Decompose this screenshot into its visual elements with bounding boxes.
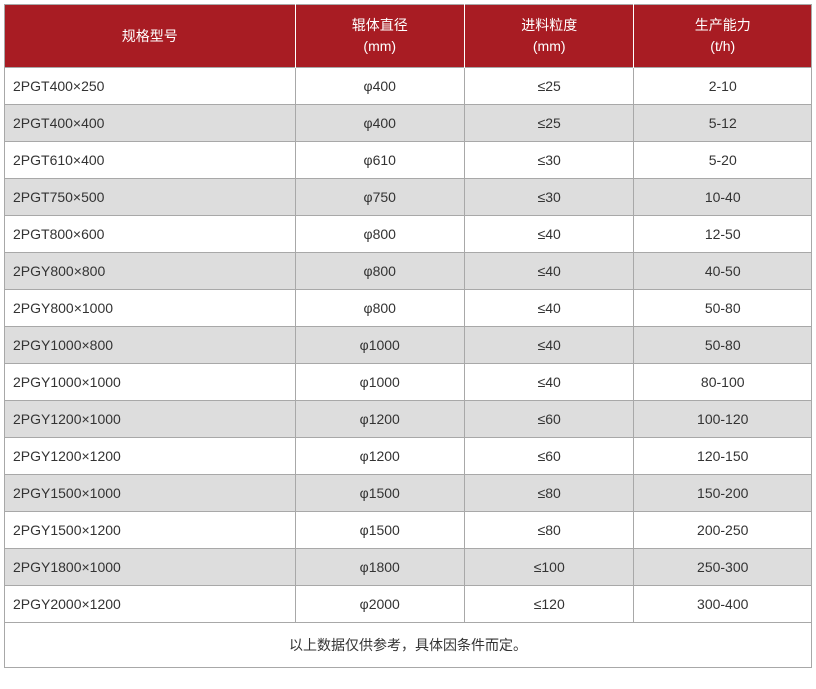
table-cell: 2PGT400×250	[5, 68, 296, 105]
table-row: 2PGY1000×1000φ1000≤4080-100	[5, 364, 812, 401]
table-body: 2PGT400×250φ400≤252-102PGT400×400φ400≤25…	[5, 68, 812, 623]
table-cell: ≤40	[464, 327, 633, 364]
table-cell: 2PGT800×600	[5, 216, 296, 253]
table-row: 2PGY800×800φ800≤4040-50	[5, 253, 812, 290]
header-diameter-label1: 辊体直径	[352, 17, 408, 33]
table-cell: φ1000	[295, 364, 464, 401]
table-row: 2PGY1200×1000φ1200≤60100-120	[5, 401, 812, 438]
table-cell: ≤30	[464, 179, 633, 216]
table-cell: φ610	[295, 142, 464, 179]
header-capacity-label2: (t/h)	[710, 38, 735, 54]
table-row: 2PGT610×400φ610≤305-20	[5, 142, 812, 179]
table-cell: 2PGY1500×1000	[5, 475, 296, 512]
table-cell: ≤30	[464, 142, 633, 179]
table-cell: φ800	[295, 253, 464, 290]
footer-note: 以上数据仅供参考，具体因条件而定。	[5, 623, 812, 668]
header-capacity: 生产能力 (t/h)	[634, 5, 812, 68]
table-cell: 10-40	[634, 179, 812, 216]
table-row: 2PGY1500×1000φ1500≤80150-200	[5, 475, 812, 512]
table-cell: 100-120	[634, 401, 812, 438]
table-cell: ≤80	[464, 475, 633, 512]
table-row: 2PGT750×500φ750≤3010-40	[5, 179, 812, 216]
table-cell: φ1500	[295, 512, 464, 549]
table-row: 2PGY1800×1000φ1800≤100250-300	[5, 549, 812, 586]
spec-table: 规格型号 辊体直径 (mm) 进料粒度 (mm) 生产能力 (t/h) 2PGT…	[4, 4, 812, 668]
table-cell: φ800	[295, 290, 464, 327]
table-cell: 2PGT400×400	[5, 105, 296, 142]
table-cell: 2-10	[634, 68, 812, 105]
table-cell: 5-20	[634, 142, 812, 179]
table-cell: φ750	[295, 179, 464, 216]
table-cell: 50-80	[634, 327, 812, 364]
header-model-label: 规格型号	[122, 28, 178, 44]
table-cell: φ2000	[295, 586, 464, 623]
table-cell: φ1200	[295, 438, 464, 475]
table-cell: 300-400	[634, 586, 812, 623]
spec-table-container: 规格型号 辊体直径 (mm) 进料粒度 (mm) 生产能力 (t/h) 2PGT…	[4, 4, 812, 668]
table-cell: φ400	[295, 68, 464, 105]
table-cell: φ800	[295, 216, 464, 253]
table-cell: ≤60	[464, 401, 633, 438]
table-cell: 50-80	[634, 290, 812, 327]
table-cell: ≤120	[464, 586, 633, 623]
table-cell: ≤40	[464, 364, 633, 401]
table-cell: φ1500	[295, 475, 464, 512]
header-diameter: 辊体直径 (mm)	[295, 5, 464, 68]
table-cell: φ1200	[295, 401, 464, 438]
table-row: 2PGY1200×1200φ1200≤60120-150	[5, 438, 812, 475]
table-cell: ≤100	[464, 549, 633, 586]
table-cell: 12-50	[634, 216, 812, 253]
table-cell: ≤40	[464, 290, 633, 327]
table-footer: 以上数据仅供参考，具体因条件而定。	[5, 623, 812, 668]
table-row: 2PGT400×250φ400≤252-10	[5, 68, 812, 105]
table-cell: 2PGT610×400	[5, 142, 296, 179]
table-cell: ≤60	[464, 438, 633, 475]
table-cell: 2PGY2000×1200	[5, 586, 296, 623]
table-cell: 2PGT750×500	[5, 179, 296, 216]
table-cell: 200-250	[634, 512, 812, 549]
table-header: 规格型号 辊体直径 (mm) 进料粒度 (mm) 生产能力 (t/h)	[5, 5, 812, 68]
table-cell: 2PGY1800×1000	[5, 549, 296, 586]
header-model: 规格型号	[5, 5, 296, 68]
table-cell: 2PGY1000×800	[5, 327, 296, 364]
table-row: 2PGY800×1000φ800≤4050-80	[5, 290, 812, 327]
table-cell: ≤80	[464, 512, 633, 549]
header-capacity-label1: 生产能力	[695, 17, 751, 33]
table-cell: 80-100	[634, 364, 812, 401]
table-cell: φ1000	[295, 327, 464, 364]
table-cell: 2PGY1000×1000	[5, 364, 296, 401]
table-row: 2PGY2000×1200φ2000≤120300-400	[5, 586, 812, 623]
table-cell: φ1800	[295, 549, 464, 586]
table-row: 2PGY1500×1200φ1500≤80200-250	[5, 512, 812, 549]
table-cell: φ400	[295, 105, 464, 142]
table-cell: 2PGY1200×1000	[5, 401, 296, 438]
table-row: 2PGT400×400φ400≤255-12	[5, 105, 812, 142]
header-feed-label1: 进料粒度	[521, 17, 577, 33]
table-cell: ≤25	[464, 105, 633, 142]
table-cell: 120-150	[634, 438, 812, 475]
table-cell: 150-200	[634, 475, 812, 512]
table-cell: 2PGY800×800	[5, 253, 296, 290]
table-cell: 40-50	[634, 253, 812, 290]
table-cell: ≤40	[464, 253, 633, 290]
table-cell: 2PGY1200×1200	[5, 438, 296, 475]
table-cell: 2PGY800×1000	[5, 290, 296, 327]
table-cell: 5-12	[634, 105, 812, 142]
header-diameter-label2: (mm)	[363, 38, 396, 54]
header-feed: 进料粒度 (mm)	[464, 5, 633, 68]
table-row: 2PGY1000×800φ1000≤4050-80	[5, 327, 812, 364]
header-feed-label2: (mm)	[533, 38, 566, 54]
table-cell: 2PGY1500×1200	[5, 512, 296, 549]
table-cell: ≤40	[464, 216, 633, 253]
table-cell: 250-300	[634, 549, 812, 586]
table-row: 2PGT800×600φ800≤4012-50	[5, 216, 812, 253]
table-cell: ≤25	[464, 68, 633, 105]
